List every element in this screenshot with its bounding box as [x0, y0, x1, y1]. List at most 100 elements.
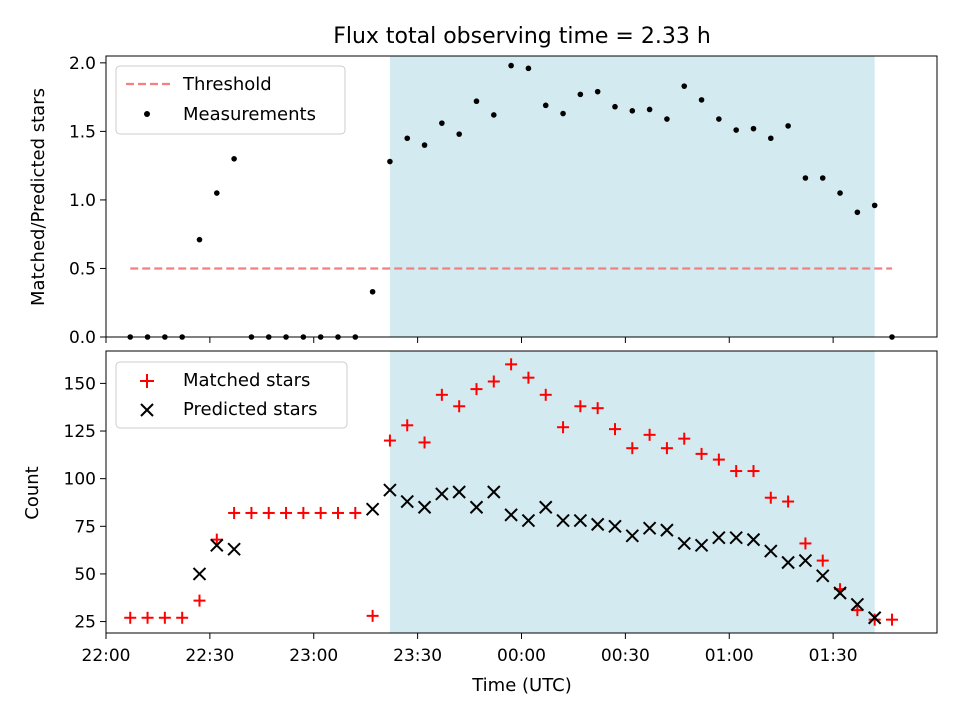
measurement-point: [768, 135, 774, 142]
measurement-point: [854, 209, 861, 216]
measurement-point: [491, 112, 497, 118]
matched-star-point: [210, 533, 223, 546]
bottom-legend: Matched stars Predicted stars: [115, 361, 348, 429]
measurement-point: [473, 98, 480, 105]
matched-star-point: [626, 442, 639, 455]
measurement-point: [698, 97, 705, 103]
observing-window-shade: [389, 56, 875, 337]
measurement-point: [542, 102, 549, 109]
matched-star-point: [764, 491, 777, 504]
top-y-axis-label: Matched/Predicted stars: [28, 88, 49, 306]
predicted-star-point: [365, 502, 380, 516]
predicted-stars-legend-label: Predicted stars: [183, 399, 317, 420]
predicted-star-point: [798, 553, 813, 568]
y-tick-label: 100: [64, 470, 96, 490]
y-tick-label: 150: [64, 374, 96, 394]
predicted-star-point: [677, 536, 691, 551]
measurements-series: [127, 62, 895, 340]
matched-star-point: [176, 611, 189, 624]
bottom-legend-box: [115, 361, 348, 429]
predicted-stars-series: [192, 483, 882, 625]
measurement-point: [196, 236, 203, 243]
matched-star-point: [816, 554, 829, 567]
threshold-legend-label: Threshold: [182, 74, 272, 95]
matched-star-point: [557, 421, 570, 434]
matched-star-point: [453, 400, 466, 413]
predicted-star-point: [417, 500, 432, 514]
predicted-star-point: [694, 538, 709, 553]
measurement-point: [646, 106, 653, 113]
top-panel: 0.00.51.01.52.0 Matched/Predicted stars …: [28, 54, 938, 348]
measurement-point: [819, 175, 826, 181]
matched-star-point: [262, 506, 275, 519]
measurement-point: [629, 108, 636, 114]
bottom-panel: 25 50 75 100 125 150 22:00 22:30 23:00 23:30 00:0…: [22, 350, 938, 696]
measurement-point: [404, 135, 411, 142]
top-legend: Threshold Measurements: [115, 65, 346, 135]
matched-star-point: [643, 428, 656, 441]
measurement-point: [456, 131, 462, 137]
matched-star-point: [470, 383, 483, 396]
top-legend-box: [115, 65, 346, 135]
matched-star-point: [435, 388, 448, 401]
matched-star-point: [383, 434, 396, 447]
matched-star-point: [782, 495, 795, 508]
measurement-point: [525, 65, 532, 72]
matched-star-point: [487, 375, 500, 388]
predicted-star-point: [590, 517, 605, 532]
matched-star-point: [799, 537, 812, 550]
y-tick-label: 1.5: [69, 122, 96, 142]
predicted-star-point: [850, 597, 865, 612]
matched-star-point: [366, 609, 379, 622]
matched-star-point: [574, 400, 587, 413]
matched-star-point: [712, 453, 725, 466]
matched-star-point: [868, 613, 881, 626]
measurement-point: [750, 125, 757, 132]
predicted-star-point: [556, 513, 570, 528]
predicted-star-point: [210, 538, 224, 553]
predicted-star-point: [192, 567, 207, 581]
predicted-star-point: [400, 494, 414, 509]
matched-star-point: [280, 506, 293, 519]
matched-stars-series: [124, 358, 898, 626]
matched-star-point: [331, 506, 344, 519]
measurement-point: [439, 120, 445, 126]
measurement-point: [612, 103, 618, 110]
measurement-point: [681, 83, 688, 89]
predicted-star-point: [435, 487, 449, 501]
chart-title: Flux total observing time = 2.33 h: [333, 24, 711, 49]
top-y-axis: 0.0 0.5 1.0 1.5 2.0: [69, 54, 106, 348]
measurement-point: [785, 123, 791, 129]
predicted-star-point: [504, 508, 518, 522]
predicted-star-point: [573, 513, 588, 528]
x-tick-label: 00:00: [497, 646, 546, 666]
matched-star-point: [591, 402, 604, 415]
matched-star-point: [141, 611, 154, 624]
y-tick-label: 2.0: [69, 54, 96, 74]
predicted-star-point: [781, 555, 795, 570]
x-tick-label: 01:30: [809, 646, 858, 666]
x-tick-label: 00:30: [601, 646, 650, 666]
measurement-point: [231, 156, 237, 162]
measurement-point: [369, 288, 376, 295]
measurement-point: [594, 88, 601, 95]
predicted-star-point: [833, 586, 847, 600]
measurement-point: [733, 127, 739, 133]
matched-star-point: [124, 611, 137, 624]
y-tick-label: 75: [74, 517, 96, 537]
matched-stars-legend-swatch: [140, 374, 154, 388]
measurement-point: [508, 62, 514, 69]
y-tick-label: 50: [74, 565, 96, 585]
top-plot-frame: [105, 55, 938, 338]
matched-star-point: [695, 447, 708, 460]
matched-star-point: [730, 465, 743, 478]
matched-star-point: [158, 611, 171, 624]
matched-star-point: [349, 506, 362, 519]
measurements-legend-swatch: [144, 111, 150, 117]
matched-star-point: [297, 506, 310, 519]
predicted-star-point: [625, 529, 640, 543]
measurement-point: [716, 116, 722, 122]
measurements-legend-label: Measurements: [183, 104, 316, 125]
measurement-point: [387, 158, 393, 165]
